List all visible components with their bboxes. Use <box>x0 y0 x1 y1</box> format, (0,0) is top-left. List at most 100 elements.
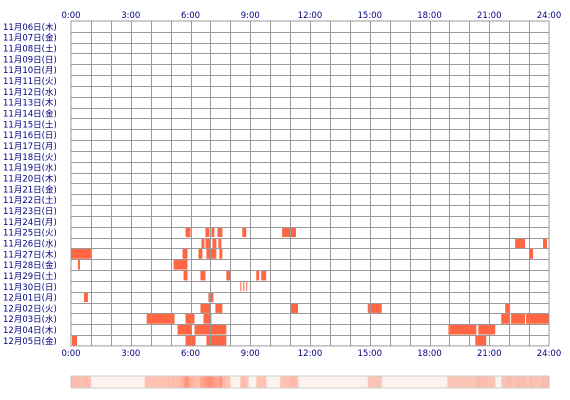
x-tick-label-top: 0:00 <box>61 11 80 21</box>
summary-strip-cell <box>485 376 488 388</box>
x-tick-label-bottom: 12:00 <box>298 349 323 359</box>
summary-strip-cell <box>294 376 297 388</box>
activity-bar <box>146 313 175 324</box>
summary-strip-cell <box>517 376 520 388</box>
activity-bar <box>243 281 245 292</box>
summary-strip-cell <box>371 376 375 388</box>
activity-bar <box>367 303 382 313</box>
row-date-label: 11月21日(金) <box>3 184 57 195</box>
row-date-label: 11月09日(日) <box>3 55 57 65</box>
activity-bar <box>290 303 299 313</box>
summary-strip-cell <box>529 376 532 388</box>
summary-strip-cell <box>501 376 504 388</box>
summary-strip-cell <box>373 376 377 388</box>
activity-bar <box>242 227 247 238</box>
activity-bar <box>201 238 205 248</box>
summary-strip-cell <box>527 376 530 388</box>
summary-strip-cell <box>284 376 287 388</box>
activity-bar <box>211 227 215 238</box>
activity-bar <box>206 335 227 346</box>
activity-bar <box>205 238 211 248</box>
activity-bar <box>529 248 534 259</box>
activity-bar <box>182 248 188 259</box>
activity-bar <box>205 227 210 238</box>
summary-strip-cell <box>505 376 508 388</box>
x-tick-label-top: 18:00 <box>417 11 442 21</box>
summary-strip-cell <box>152 376 155 388</box>
summary-strip-cell <box>78 376 82 388</box>
activity-bar <box>501 313 511 324</box>
summary-strip-cell <box>477 376 480 388</box>
summary-strip-cell <box>170 376 173 388</box>
summary-strip-cell <box>71 376 74 388</box>
x-tick-label-bottom: 9:00 <box>241 349 260 359</box>
summary-strip-cell <box>461 376 464 388</box>
summary-strip-cell <box>465 376 468 388</box>
summary-strip-cell <box>224 376 227 388</box>
summary-strip-frame <box>70 375 550 389</box>
summary-strip-cell <box>531 376 534 388</box>
activity-bar <box>505 303 511 313</box>
row-date-label: 11月24日(月) <box>3 218 57 228</box>
summary-strip-cell <box>148 376 151 388</box>
x-tick-label-top: 3:00 <box>121 11 140 21</box>
summary-strip-cell <box>178 376 181 388</box>
summary-strip-cell <box>72 376 76 388</box>
summary-strip-cell <box>471 376 474 388</box>
summary-strip-cell <box>282 376 285 388</box>
summary-strip-cell <box>541 376 544 388</box>
summary-strip-cell <box>369 376 373 388</box>
summary-strip-cell <box>453 376 456 388</box>
summary-strip-cell <box>226 376 229 388</box>
activity-bar <box>515 238 526 248</box>
summary-strip-cell <box>222 376 225 388</box>
x-tick-label-bottom: 21:00 <box>477 349 502 359</box>
summary-strip-cell <box>82 376 86 388</box>
activity-bar <box>218 238 222 248</box>
summary-strip-cell <box>198 376 201 388</box>
x-tick-label-bottom: 15:00 <box>358 349 383 359</box>
summary-strip-cell <box>228 376 231 388</box>
x-tick-label-bottom: 24:00 <box>537 349 562 359</box>
summary-strip-cell <box>80 376 84 388</box>
row-date-label: 11月16日(日) <box>3 131 57 141</box>
row-date-label: 12月04日(木) <box>3 325 57 336</box>
summary-strip-cell <box>525 376 528 388</box>
summary-strip-cell <box>503 376 506 388</box>
summary-strip-cell <box>188 376 191 388</box>
activity-bar <box>478 324 496 335</box>
summary-strip-cell <box>196 376 199 388</box>
summary-strip-cell <box>144 376 147 388</box>
summary-strip-cell <box>375 376 379 388</box>
x-tick-label-bottom: 18:00 <box>417 349 442 359</box>
summary-strip-cell <box>367 376 371 388</box>
row-date-label: 11月11日(火) <box>3 77 57 87</box>
activity-bar <box>219 248 223 259</box>
summary-strip-cell <box>290 376 293 388</box>
summary-strip-cell <box>509 376 512 388</box>
summary-strip-cell <box>449 376 452 388</box>
summary-strip-cell <box>216 376 219 388</box>
summary-strip-cell <box>84 376 88 388</box>
activity-bar <box>77 259 80 270</box>
activity-bar <box>72 335 77 346</box>
row-date-label: 11月17日(月) <box>3 142 57 152</box>
x-tick-label-top: 9:00 <box>241 11 260 21</box>
summary-strip-cell <box>487 376 490 388</box>
summary-strip-cell <box>172 376 175 388</box>
activity-bar <box>212 238 217 248</box>
row-date-label: 11月15日(土) <box>3 119 57 130</box>
activity-bar <box>185 227 191 238</box>
summary-strip-cell <box>262 376 265 388</box>
activity-bar <box>240 281 242 292</box>
summary-strip-cell <box>280 376 283 388</box>
summary-strip-cell <box>158 376 161 388</box>
summary-strip-cell <box>463 376 466 388</box>
summary-strip-cell <box>240 376 243 388</box>
summary-strip-cell <box>455 376 458 388</box>
activity-bar <box>526 313 549 324</box>
activity-bar <box>173 259 188 270</box>
summary-strip-cell <box>154 376 157 388</box>
summary-strip-cell <box>242 376 245 388</box>
row-date-label: 11月23日(日) <box>3 207 57 217</box>
